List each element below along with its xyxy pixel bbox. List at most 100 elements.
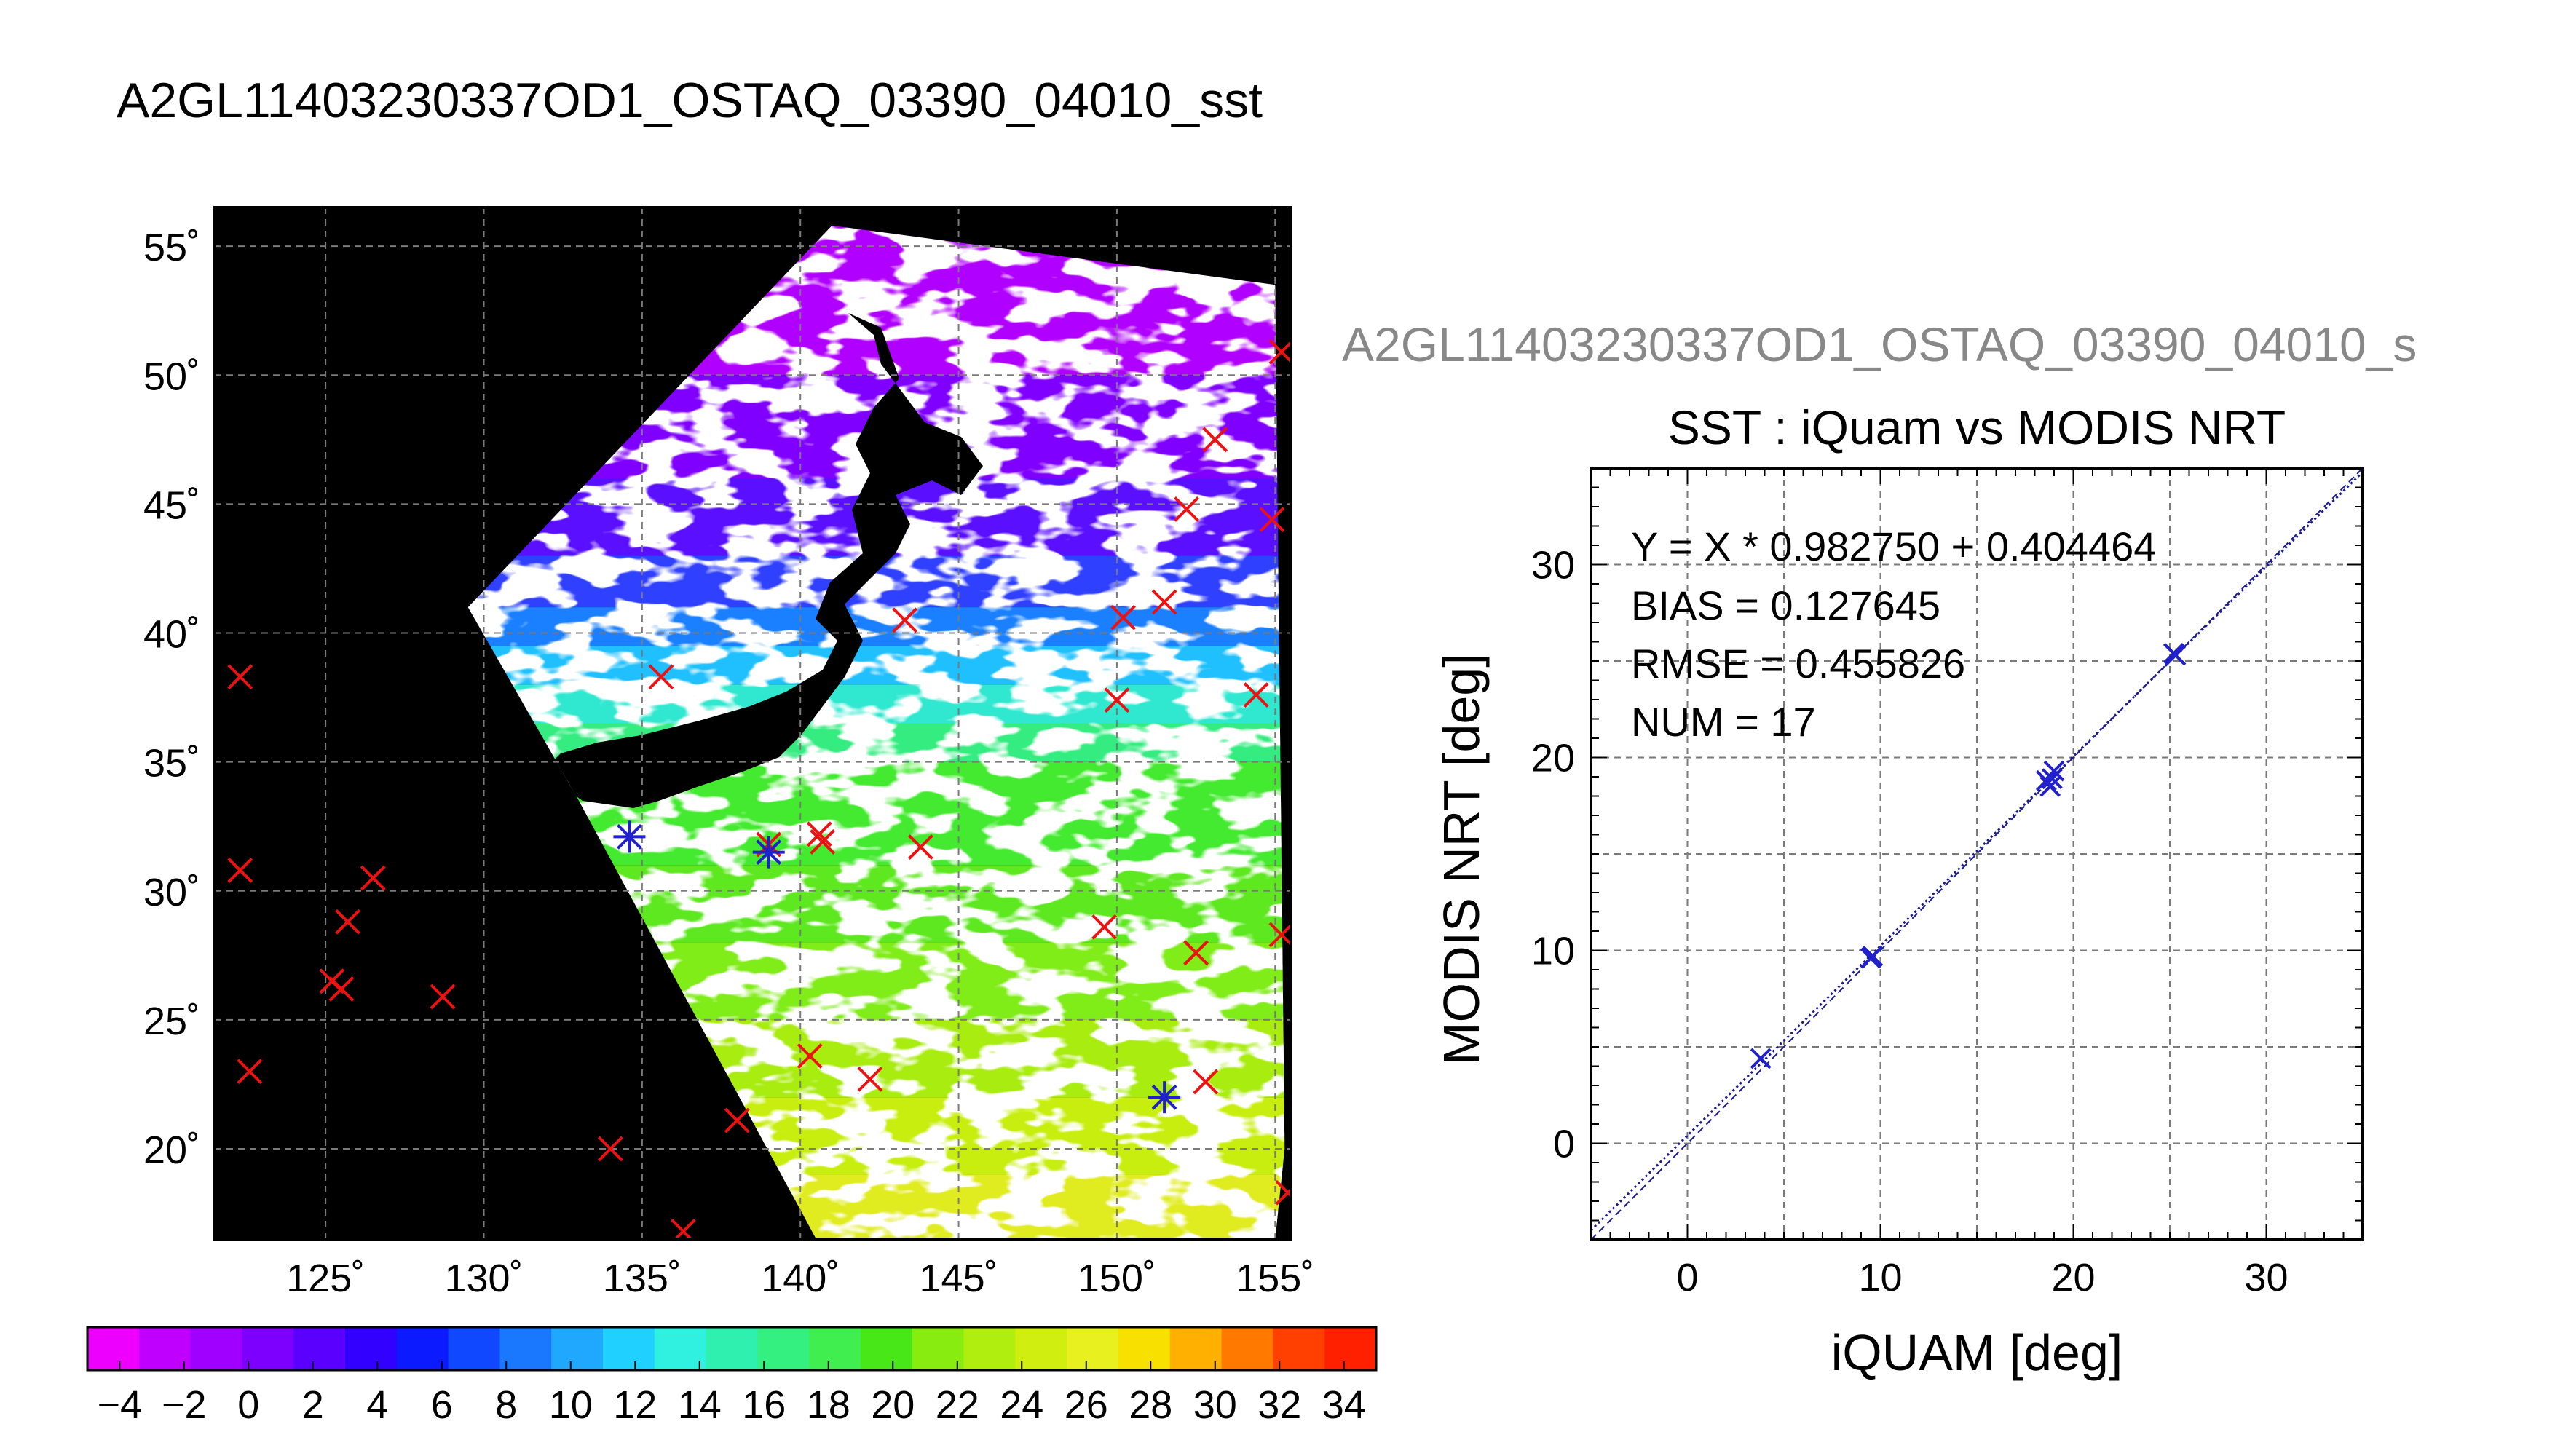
colorbar-cell — [603, 1327, 655, 1370]
colorbar-cell — [190, 1327, 243, 1370]
longitude-tick-label: 130˚ — [444, 1257, 523, 1300]
matchup-marker — [1183, 940, 1209, 966]
matchup-marker — [1268, 339, 1291, 365]
colorbar-cell — [1324, 1327, 1377, 1370]
colorbar-frame — [86, 1326, 1378, 1372]
matchup-marker — [1275, 1179, 1291, 1206]
stats-bias: BIAS = 0.127645 — [1631, 582, 1940, 628]
colorbar-tick-label: 2 — [302, 1383, 324, 1427]
scatter-point — [2043, 760, 2065, 782]
colorbar-tick-label: 4 — [366, 1383, 388, 1427]
colorbar-cells — [87, 1327, 1377, 1370]
stats-equation: Y = X * 0.982750 + 0.404464 — [1631, 523, 2156, 569]
scatter-title: SST : iQuam vs MODIS NRT — [1668, 400, 2286, 454]
matchup-marker — [806, 821, 832, 847]
longitude-tick-label: 155˚ — [1236, 1257, 1314, 1300]
used-matchup-marker — [613, 820, 646, 853]
colorbar-cell — [654, 1327, 707, 1370]
colorbar-tick-labels: −4 −2 0 2 4 6 8 10 12 14 16 18 20 22 24 26 28 30 32 34 — [97, 1361, 1366, 1427]
matchup-marker — [1268, 922, 1291, 948]
sst-colorbar: −4 −2 0 2 4 6 8 10 12 14 16 18 20 22 24 26 28 30 32 34 — [86, 1326, 1378, 1427]
colorbar-tick-label: 16 — [742, 1383, 786, 1427]
scatter-x-tick-label: 30 — [2244, 1256, 2288, 1299]
fit-statistics: Y = X * 0.982750 + 0.404464 BIAS = 0.127… — [1631, 523, 2156, 745]
colorbar-cell — [1273, 1327, 1326, 1370]
longitude-tick-label: 150˚ — [1078, 1257, 1156, 1300]
scatter-y-tick-labels: 0 10 20 30 — [1531, 544, 1575, 1166]
colorbar-tick-label: 0 — [237, 1383, 259, 1427]
matchup-marker — [1104, 687, 1130, 713]
colorbar-cell — [1067, 1327, 1119, 1370]
matchup-marker — [907, 834, 933, 860]
scatter-grid — [1591, 468, 2363, 1240]
scatter-frame — [1590, 467, 2364, 1241]
colorbar-tick-label: 6 — [431, 1383, 453, 1427]
matchup-marker — [670, 1218, 696, 1239]
latitude-tick-label: 20˚ — [143, 1128, 200, 1172]
matchup-marker — [1259, 507, 1285, 533]
figure-title: A2GL11403230337OD1_OSTAQ_03390_04010_sst — [117, 73, 1263, 128]
scatter-panel: A2GL11403230337OD1_OSTAQ_03390_04010_s S… — [1342, 317, 2417, 1381]
scatter-y-tick-label: 0 — [1553, 1123, 1575, 1166]
matchup-marker — [724, 1107, 750, 1133]
longitude-tick-label: 125˚ — [286, 1257, 365, 1300]
matchup-marker — [1243, 682, 1269, 708]
colorbar-cell — [706, 1327, 759, 1370]
matchup-marker — [597, 1136, 623, 1162]
matchup-marker — [857, 1066, 883, 1092]
map-frame — [213, 206, 1292, 1241]
latitude-tick-label: 40˚ — [143, 613, 200, 657]
scatter-point — [2165, 644, 2187, 666]
matchup-marker — [360, 865, 386, 891]
colorbar-tick-label: 26 — [1065, 1383, 1108, 1427]
colorbar-cell — [242, 1327, 295, 1370]
colorbar-tick-label: 34 — [1322, 1383, 1366, 1427]
stats-num: NUM = 17 — [1631, 699, 1816, 745]
colorbar-tick-label: 12 — [613, 1383, 657, 1427]
colorbar-tick-label: 18 — [807, 1383, 850, 1427]
matchup-marker — [335, 909, 360, 935]
scatter-y-tick-label: 30 — [1531, 544, 1575, 587]
scatter-y-axis-label: MODIS NRT [deg] — [1433, 653, 1490, 1064]
matchup-marker — [1174, 496, 1199, 522]
scatter-file-label: A2GL11403230337OD1_OSTAQ_03390_04010_s — [1342, 317, 2417, 371]
colorbar-cell — [1221, 1327, 1274, 1370]
colorbar-tick-label: 22 — [936, 1383, 979, 1427]
latitude-tick-label: 55˚ — [143, 226, 200, 269]
colorbar-cell — [448, 1327, 501, 1370]
latitude-tick-label: 50˚ — [143, 355, 200, 398]
longitude-labels: 125˚ 130˚ 135˚ 140˚ 145˚ 150˚ 155˚ — [286, 1257, 1314, 1300]
used-matchup-marker — [1148, 1081, 1181, 1114]
colorbar-cell — [861, 1327, 913, 1370]
colorbar-cell — [499, 1327, 553, 1370]
colorbar-tick-label: 32 — [1257, 1383, 1301, 1427]
sst-map-panel: 55˚ 50˚ 45˚ 40˚ 35˚ 30˚ 25˚ 20˚ 125˚ 130˚ 135˚ 140… — [143, 206, 1314, 1300]
colorbar-tick-label: 28 — [1129, 1383, 1172, 1427]
colorbar-cell — [809, 1327, 861, 1370]
colorbar-tick-label: 14 — [678, 1383, 722, 1427]
matchup-marker — [648, 664, 674, 690]
matchup-marker — [237, 1059, 263, 1085]
latitude-tick-label: 30˚ — [143, 871, 200, 914]
matchup-marker — [430, 984, 456, 1010]
scatter-x-tick-label: 20 — [2051, 1256, 2095, 1299]
matchup-marker — [892, 607, 918, 633]
scatter-point — [1862, 946, 1884, 967]
colorbar-cell — [551, 1327, 604, 1370]
scatter-y-tick-label: 20 — [1531, 737, 1575, 780]
colorbar-cell — [87, 1327, 140, 1370]
colorbar-tick-label: 24 — [1000, 1383, 1043, 1427]
scatter-point — [2041, 768, 2063, 790]
matchup-marker — [1151, 589, 1177, 615]
scatter-points — [1750, 642, 2187, 1069]
identity-line — [1591, 468, 2363, 1240]
fit-line — [1591, 471, 2363, 1232]
matchup-marker — [227, 858, 253, 883]
colorbar-tick-label: −4 — [97, 1383, 142, 1427]
colorbar-cell — [912, 1327, 965, 1370]
scatter-x-tick-label: 10 — [1858, 1256, 1902, 1299]
scatter-x-tick-labels: 0 10 20 30 — [1676, 1256, 2288, 1299]
matchup-marker — [227, 664, 253, 690]
scatter-x-axis-label: iQUAM [deg] — [1831, 1324, 2123, 1381]
